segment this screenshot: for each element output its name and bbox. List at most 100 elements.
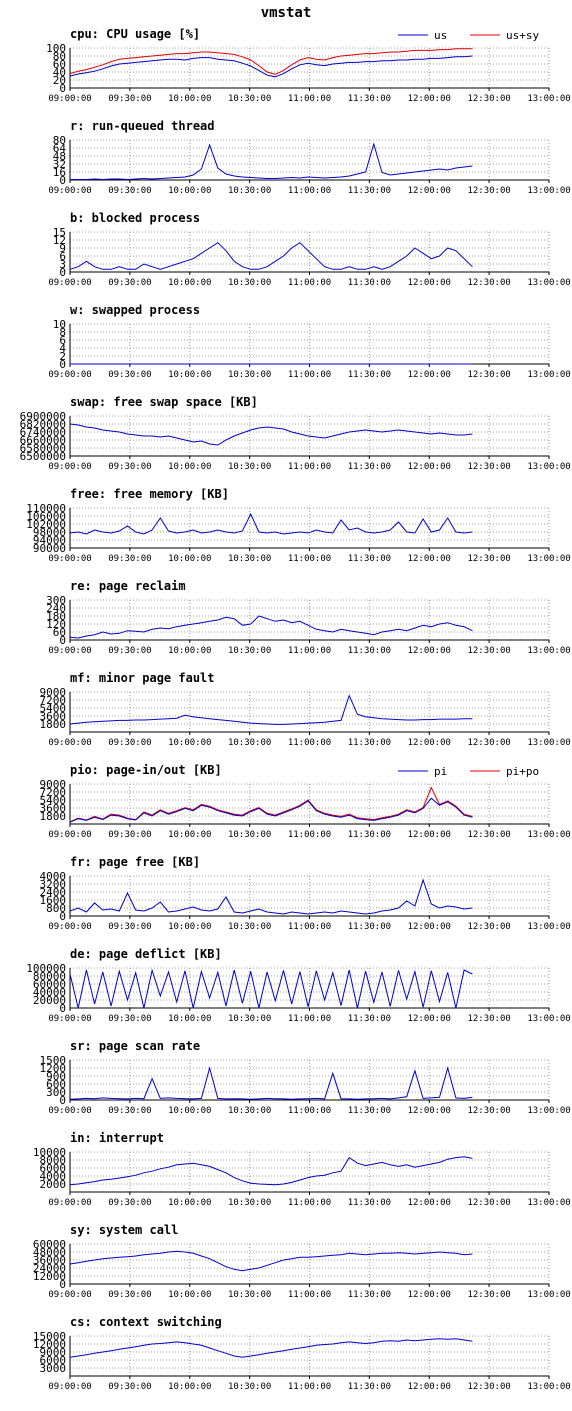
y-tick-label: 100 <box>46 42 66 55</box>
y-tick-label: 15 <box>53 226 66 239</box>
x-tick-label: 11:00:00 <box>288 1290 331 1300</box>
x-tick-label: 09:30:00 <box>108 278 151 288</box>
y-tick-label: 6000 <box>40 1162 67 1175</box>
x-tick-label: 09:30:00 <box>108 830 151 840</box>
y-tick-label: 106000 <box>26 510 66 523</box>
chart-sy: sy: system call 6000048000360002400012000… <box>33 1223 571 1300</box>
x-tick-label: 11:30:00 <box>348 554 391 564</box>
x-tick-label: 10:30:00 <box>228 554 271 564</box>
series-line-fr <box>69 878 473 915</box>
x-tick-label: 11:00:00 <box>288 738 331 748</box>
x-tick-label: 09:00:00 <box>48 1106 91 1116</box>
y-tick-label: 8 <box>59 326 66 339</box>
y-tick-label: 6 <box>59 334 66 347</box>
y-tick-label: 3 <box>59 258 66 271</box>
y-tick-label: 300 <box>46 1086 66 1099</box>
x-tick-label: 09:00:00 <box>48 554 91 564</box>
x-tick-label: 12:00:00 <box>408 1198 451 1208</box>
x-tick-label: 09:00:00 <box>48 278 91 288</box>
series-line-pi-plus-po <box>69 786 473 823</box>
y-tick-label: 0 <box>59 1278 66 1291</box>
x-tick-label: 11:30:00 <box>348 94 391 104</box>
x-tick-label: 13:00:00 <box>527 1106 570 1116</box>
x-tick-label: 13:00:00 <box>527 370 570 380</box>
y-tick-label: 12000 <box>33 1338 66 1351</box>
x-tick-label: 11:00:00 <box>288 1014 331 1024</box>
x-tick-label: 10:00:00 <box>168 94 211 104</box>
x-tick-label: 12:00:00 <box>408 1106 451 1116</box>
y-tick-label: 60000 <box>33 1238 66 1251</box>
x-tick-label: 11:30:00 <box>348 1198 391 1208</box>
y-tick-label: 0 <box>59 82 66 95</box>
x-tick-label: 10:30:00 <box>228 186 271 196</box>
x-tick-label: 10:30:00 <box>228 94 271 104</box>
x-tick-label: 11:00:00 <box>288 554 331 564</box>
y-tick-label: 6500000 <box>20 450 66 463</box>
x-tick-label: 11:30:00 <box>348 830 391 840</box>
y-tick-label: 3600 <box>40 710 67 723</box>
y-tick-label: 15000 <box>33 1330 66 1343</box>
x-tick-label: 13:00:00 <box>527 94 570 104</box>
x-tick-label: 10:30:00 <box>228 1106 271 1116</box>
y-tick-label: 12000 <box>33 1270 66 1283</box>
x-tick-label: 12:30:00 <box>467 1382 510 1392</box>
y-tick-label: 3200 <box>40 878 67 891</box>
x-tick-label: 09:00:00 <box>48 186 91 196</box>
y-tick-label: 180 <box>46 610 66 623</box>
x-tick-label: 12:00:00 <box>408 554 451 564</box>
series-line-b <box>69 242 473 270</box>
chart-title: in: interrupt <box>70 1131 164 1145</box>
x-tick-label: 10:30:00 <box>228 830 271 840</box>
x-tick-label: 10:00:00 <box>168 370 211 380</box>
x-tick-label: 12:30:00 <box>467 462 510 472</box>
y-tick-label: 32 <box>53 158 66 171</box>
x-tick-label: 11:00:00 <box>288 1198 331 1208</box>
y-tick-label: 6580000 <box>20 442 66 455</box>
x-tick-label: 11:00:00 <box>288 186 331 196</box>
x-tick-label: 10:00:00 <box>168 646 211 656</box>
x-tick-label: 12:00:00 <box>408 462 451 472</box>
chart-free: free: free memory [KB] 110000106000102000… <box>26 487 570 564</box>
x-tick-label: 12:00:00 <box>408 922 451 932</box>
y-tick-label: 48 <box>53 150 66 163</box>
series-line-pi <box>69 797 473 823</box>
x-tick-label: 10:00:00 <box>168 462 211 472</box>
y-tick-label: 80 <box>53 50 66 63</box>
chart-cs: cs: context switching 1500012000900060003… <box>33 1315 571 1392</box>
x-tick-label: 09:30:00 <box>108 554 151 564</box>
y-tick-label: 98000 <box>33 526 66 539</box>
series-line-in <box>69 1156 473 1186</box>
x-tick-label: 12:00:00 <box>408 278 451 288</box>
x-tick-label: 12:00:00 <box>408 646 451 656</box>
chart-title: free: free memory [KB] <box>70 487 229 501</box>
series-line-us <box>69 55 473 78</box>
x-tick-label: 13:00:00 <box>527 1198 570 1208</box>
x-tick-label: 12:30:00 <box>467 830 510 840</box>
x-tick-label: 11:00:00 <box>288 462 331 472</box>
x-tick-label: 13:00:00 <box>527 1014 570 1024</box>
y-tick-label: 60000 <box>33 978 66 991</box>
x-tick-label: 11:30:00 <box>348 1382 391 1392</box>
y-tick-label: 3600 <box>40 802 67 815</box>
y-tick-label: 100000 <box>26 962 66 975</box>
x-tick-label: 10:30:00 <box>228 646 271 656</box>
y-tick-label: 800 <box>46 902 66 915</box>
y-tick-label: 0 <box>59 1002 66 1015</box>
x-tick-label: 11:30:00 <box>348 1290 391 1300</box>
y-tick-label: 6740000 <box>20 426 66 439</box>
series-line-sy <box>69 1250 473 1272</box>
x-tick-label: 11:00:00 <box>288 922 331 932</box>
x-tick-label: 09:00:00 <box>48 738 91 748</box>
series-line-swap <box>69 423 473 446</box>
x-tick-label: 11:30:00 <box>348 370 391 380</box>
x-tick-label: 13:00:00 <box>527 1290 570 1300</box>
x-tick-label: 11:30:00 <box>348 738 391 748</box>
x-tick-label: 12:30:00 <box>467 278 510 288</box>
series-line-sr <box>69 1066 473 1100</box>
x-tick-label: 12:30:00 <box>467 646 510 656</box>
x-tick-label: 11:30:00 <box>348 278 391 288</box>
x-tick-label: 11:00:00 <box>288 830 331 840</box>
